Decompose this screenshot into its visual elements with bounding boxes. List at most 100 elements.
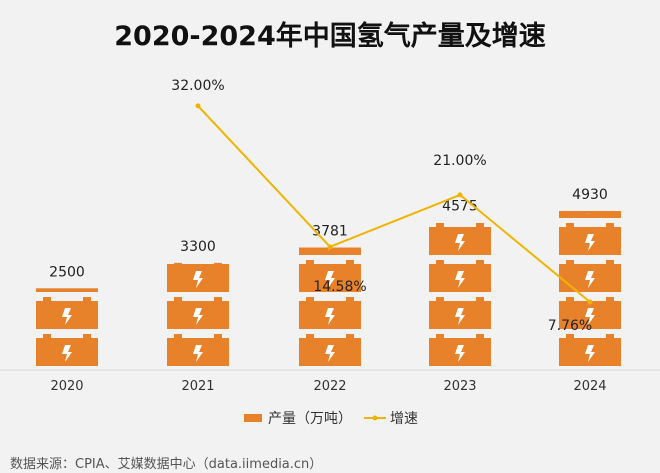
battery-top [167,264,229,268]
battery-terminal [346,260,354,266]
battery-terminal [606,223,614,229]
legend-label-growth: 增速 [390,411,418,427]
battery-top [559,227,621,231]
battery-terminal [566,149,574,155]
battery-terminal [43,334,51,340]
battery-terminal [83,186,91,192]
bolt-icon [193,160,203,177]
bolt-icon [325,160,335,177]
bolt-icon [193,308,203,325]
battery-terminal [174,149,182,155]
battery-terminal [476,260,484,266]
battery-top [299,190,361,194]
battery-terminal [214,334,222,340]
battery-terminal [306,297,314,303]
battery-terminal [476,186,484,192]
battery-terminal [83,149,91,155]
battery-terminal [346,334,354,340]
legend-bar-icon [244,414,262,422]
bolt-icon [62,197,72,214]
battery-top [559,153,621,157]
battery-top [36,301,98,305]
bolt-icon [585,308,595,325]
battery-terminal [566,334,574,340]
battery-top [36,190,98,194]
bolt-icon [455,345,465,362]
bolt-icon [455,271,465,288]
battery-terminal [174,223,182,229]
bolt-icon [62,234,72,251]
battery-top [36,227,98,231]
x-tick-label: 2021 [181,379,214,394]
battery-terminal [346,186,354,192]
battery-body [167,194,229,218]
battery-terminal [214,223,222,229]
bar-top-line [36,288,98,291]
x-tick-label: 2023 [443,379,476,394]
battery-top [36,153,98,157]
battery-body [167,157,229,181]
battery-terminal [306,334,314,340]
bolt-icon [325,197,335,214]
battery-top [36,338,98,342]
growth-point [195,103,201,109]
battery-top [167,338,229,342]
battery-terminal [436,334,444,340]
battery-terminal [476,223,484,229]
legend-line-dot [372,415,378,421]
battery-terminal [436,260,444,266]
battery-terminal [43,223,51,229]
battery-body [559,157,621,181]
battery-top [167,227,229,231]
battery-terminal [606,149,614,155]
battery-top [559,264,621,268]
bolt-icon [325,271,335,288]
pictorial-bar [299,153,361,366]
battery-top [429,338,491,342]
battery-terminal [43,186,51,192]
bolt-icon [325,345,335,362]
battery-terminal [436,297,444,303]
battery-terminal [306,260,314,266]
battery-top [299,153,361,157]
battery-top [299,301,361,305]
growth-point [327,244,333,250]
growth-value-label: 32.00% [171,78,224,94]
battery-terminal [436,223,444,229]
battery-top [299,338,361,342]
bolt-icon [585,271,595,288]
bolt-icon [193,271,203,288]
growth-value-label: 21.00% [433,153,486,169]
x-tick-label: 2020 [50,379,83,394]
battery-terminal [43,149,51,155]
battery-terminal [214,297,222,303]
battery-terminal [43,297,51,303]
bolt-icon [62,308,72,325]
battery-terminal [476,334,484,340]
bolt-icon [62,345,72,362]
battery-terminal [606,260,614,266]
pictorial-bar [429,186,491,366]
pictorial-bar [167,149,229,366]
battery-terminal [436,186,444,192]
bolt-icon [585,234,595,251]
bar-top-line [559,211,621,213]
bolt-icon [325,308,335,325]
battery-body [559,211,621,218]
battery-body [299,157,361,181]
battery-body [299,247,361,255]
bar-value-label: 3300 [180,239,216,255]
battery-top [299,264,361,268]
battery-body [36,194,98,218]
battery-terminal [566,297,574,303]
chart-title: 2020-2024年中国氢气产量及增速 [114,21,546,52]
battery-terminal [174,186,182,192]
bolt-icon [585,160,595,177]
bolt-icon [455,308,465,325]
battery-terminal [83,297,91,303]
battery-terminal [83,334,91,340]
bolt-icon [193,345,203,362]
growth-line [197,105,591,303]
battery-terminal [306,186,314,192]
